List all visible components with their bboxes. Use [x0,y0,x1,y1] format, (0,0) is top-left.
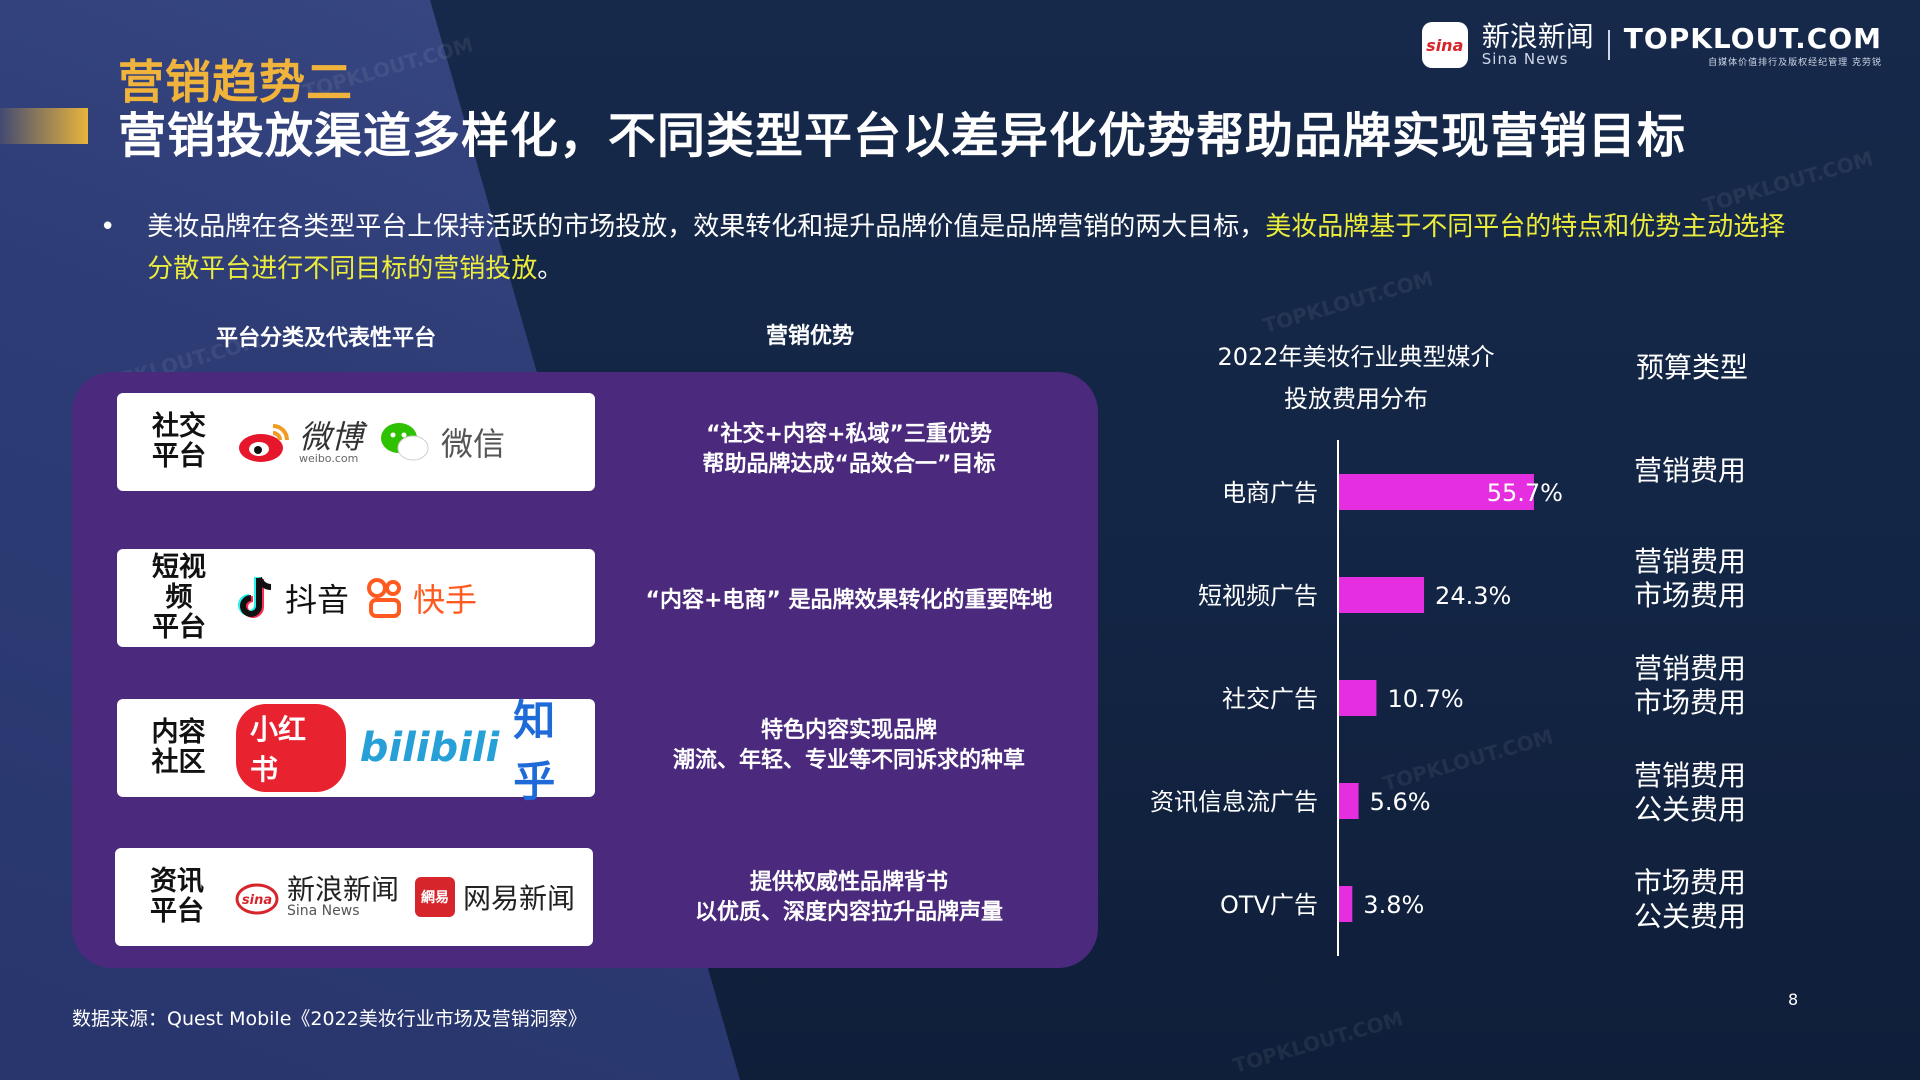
advantage-text: 特色内容实现品牌 潮流、年轻、专业等不同诉求的种草 [672,718,1025,773]
section-subtitle: 营销趋势二 [118,55,353,109]
brand-logos: sina 新浪新闻 Sina News TOPKLOUT.COM 自媒体价值排行… [1421,18,1882,72]
weibo-icon [239,424,289,462]
xiaohongshu-logo: 小红书 [236,704,346,792]
platform-card-short-video: 短视频 平台 抖音 快手 [117,549,595,647]
chart-category-label: 短视频广告 [1198,582,1318,610]
chart-value-label: 5.6% [1370,788,1431,816]
netease-news-logo: 網易 网易新闻 [415,877,575,917]
sina-logo-en: Sina News [1481,49,1569,68]
platform-logos: 小红书 bilibili 知乎 [236,687,595,809]
weibo-logo-sub: weibo.com [299,451,359,465]
wechat-logo: 微信 [379,419,505,465]
advantage-text: “内容+电商” 是品牌效果转化的重要阵地 [645,588,1053,613]
data-source-note: 数据来源：Quest Mobile《2022美妆行业市场及营销洞察》 [72,1008,587,1030]
weibo-logo-text: 微博 [299,417,364,456]
chart-title: 2022年美妆行业典型媒介 投放费用分布 [1217,343,1495,413]
page-number: 8 [1788,990,1799,1009]
zhihu-logo: 知乎 [513,696,556,806]
chart-bar [1339,680,1377,716]
kuaishou-icon [367,578,402,618]
topklout-logo-sub: 自媒体价值排行及版权经纪管理 克劳锐 [1708,58,1882,68]
chart-category-label: OTV广告 [1220,891,1318,919]
kuaishou-logo: 快手 [365,575,477,621]
bullet-text-plain: 美妆品牌在各类型平台上保持活跃的市场投放，效果转化和提升品牌价值是品牌营销的两大… [147,212,1266,242]
page-title: 营销投放渠道多样化，不同类型平台以差异化优势帮助品牌实现营销目标 [118,108,1687,164]
budget-type-cell: 营销费用 市场费用 [1634,545,1747,612]
platform-category: 社交 平台 [152,411,206,472]
chart-category-label: 资讯信息流广告 [1150,788,1318,816]
budget-type-cell: 营销费用 市场费用 [1634,652,1747,719]
douyin-logo-text: 抖音 [285,581,350,619]
kuaishou-logo-text: 快手 [413,581,478,619]
chart-value-label: 24.3% [1435,582,1511,610]
bilibili-logo: bilibili [359,725,500,771]
advantage-text: 提供权威性品牌背书 以优质、深度内容拉升品牌声量 [694,870,1003,925]
netease-news-text: 网易新闻 [463,882,576,915]
budget-type-header: 预算类型 [1636,351,1749,384]
platform-column-header: 平台分类及代表性平台 [216,326,437,351]
chart-value-label: 55.7% [1487,479,1563,507]
sina-news-sub: Sina News [287,903,360,919]
sina-icon: sina [235,883,279,915]
sina-news-text: 新浪新闻 [287,873,400,906]
weibo-logo: 微博 weibo.com [237,420,363,464]
media-spend-bar-chart: 电商广告 55.7% 短视频广告 24.3% 社交广告 10.7% 资讯信息流广告 5.6% O… [1150,440,1563,956]
douyin-logo: 抖音 [237,574,349,622]
platform-card-social: 社交 平台 微博 weibo.com 微信 [117,393,595,491]
douyin-icon [238,576,272,618]
logo-divider [1607,30,1610,60]
chart-category-label: 社交广告 [1222,685,1318,713]
netease-icon: 網易 [415,877,456,917]
platform-logos: 抖音 快手 [237,574,477,622]
chart-category-label: 电商广告 [1222,479,1318,507]
platform-logos: 微博 weibo.com 微信 [237,419,505,465]
sina-news-platform-logo: sina 新浪新闻 Sina News [235,876,399,918]
platform-category: 资讯 平台 [150,866,204,927]
chart-bar [1339,783,1359,819]
svg-text:sina: sina [242,893,272,908]
budget-type-cell: 营销费用 [1634,454,1747,487]
chart-value-label: 10.7% [1387,685,1463,713]
platform-card-content-community: 内容 社区 小红书 bilibili 知乎 [117,696,595,806]
topklout-logo: TOPKLOUT.COM 自媒体价值排行及版权经纪管理 克劳锐 [1624,22,1882,68]
platform-card-news: 资讯 平台 sina 新浪新闻 Sina News 網易 网易新闻 [115,848,593,946]
sina-logo-icon: sina [1421,22,1468,68]
sina-logo-cn: 新浪新闻 [1481,20,1594,54]
budget-type-cell: 营销费用 公关费用 [1634,759,1747,826]
chart-bar [1339,577,1425,613]
bullet-text: 美妆品牌在各类型平台上保持活跃的市场投放，效果转化和提升品牌价值是品牌营销的两大… [147,206,1800,290]
topklout-logo-text: TOPKLOUT.COM [1623,22,1882,55]
chart-bar [1339,886,1353,922]
platform-category: 内容 社区 [151,717,206,778]
bullet-text-end: 。 [537,254,564,284]
budget-type-cell: 市场费用 公关费用 [1634,866,1747,933]
chart-bar [1339,474,1534,510]
bullet-icon: • [100,212,116,242]
title-accent-bar [0,108,88,144]
chart-value-label: 3.8% [1363,891,1424,919]
advantage-column-header: 营销优势 [766,324,855,349]
wechat-icon [381,423,429,461]
sina-news-logo: 新浪新闻 Sina News [1482,22,1594,67]
bullet-text-highlight: 美妆品牌基于不同平台的特点和优势主动选择分散平台进行不同目标的营销投放 [147,212,1786,284]
platform-logos: sina 新浪新闻 Sina News 網易 网易新闻 [235,876,575,918]
platform-category: 短视频 平台 [152,552,206,643]
watermark: TOPKLOUT.COM [1230,1006,1406,1078]
bullet-paragraph: • 美妆品牌在各类型平台上保持活跃的市场投放，效果转化和提升品牌价值是品牌营销的… [100,206,1800,290]
advantage-text: “社交+内容+私域”三重优势 帮助品牌达成“品效合一”目标 [702,422,996,477]
wechat-logo-text: 微信 [441,425,506,463]
